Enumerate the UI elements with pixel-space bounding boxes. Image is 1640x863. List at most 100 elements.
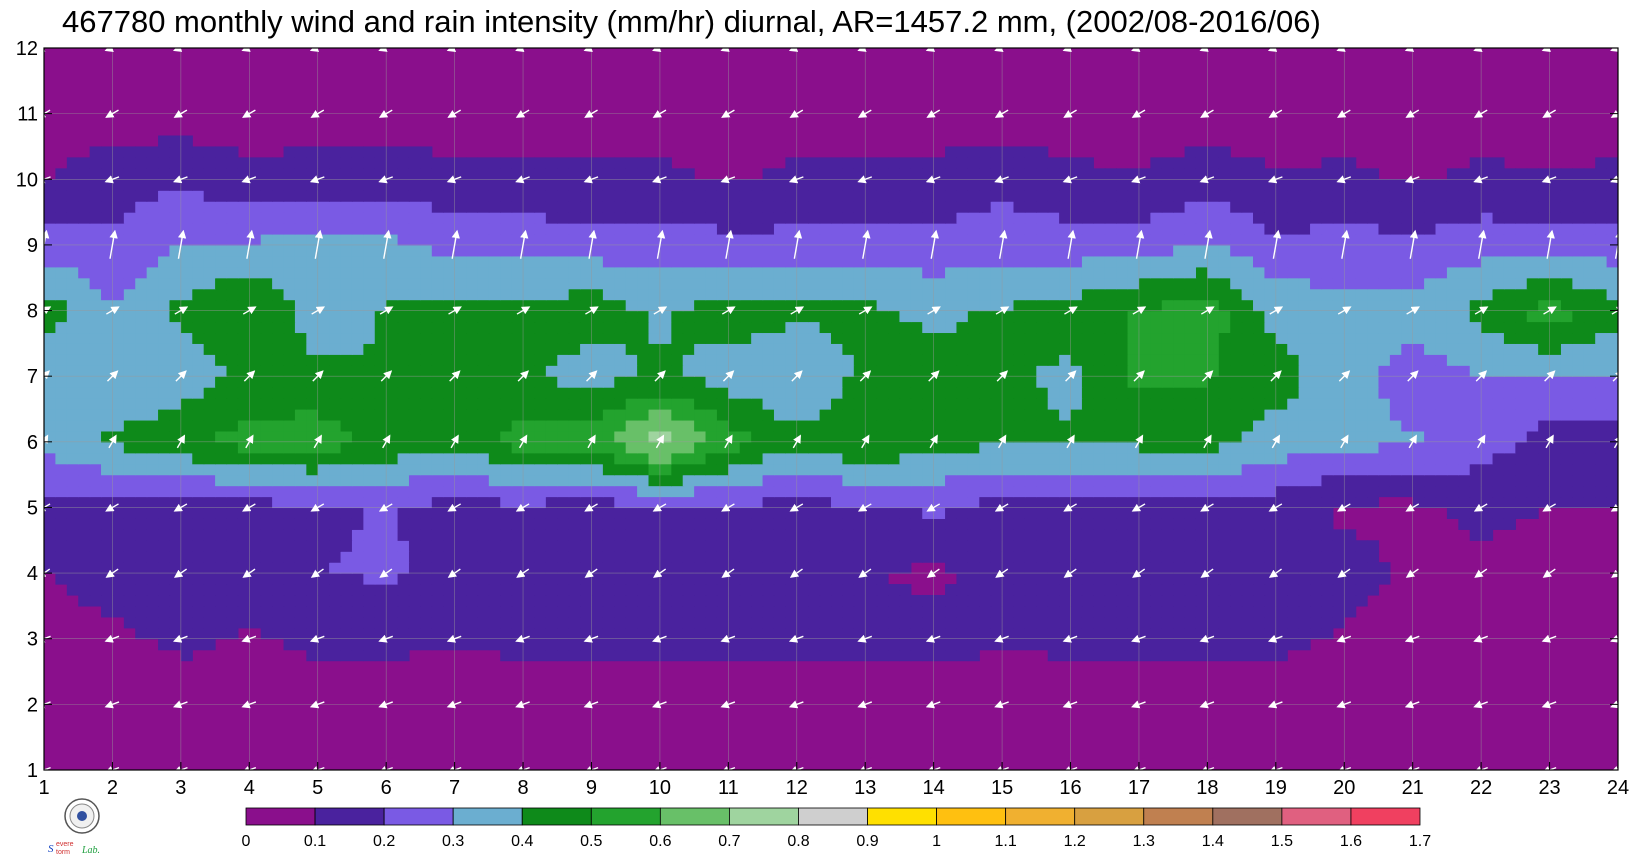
contour-cell xyxy=(203,551,216,563)
contour-cell xyxy=(1310,529,1323,541)
contour-cell xyxy=(568,277,581,290)
contour-cell xyxy=(215,365,228,377)
contour-cell xyxy=(922,463,935,476)
contour-cell xyxy=(1560,365,1573,377)
contour-cell xyxy=(842,365,855,377)
contour-cell xyxy=(865,452,878,465)
contour-cell xyxy=(78,376,91,388)
contour-cell xyxy=(1047,605,1060,618)
contour-cell xyxy=(44,365,57,377)
contour-cell xyxy=(1446,299,1459,312)
contour-cell xyxy=(78,277,91,290)
contour-cell xyxy=(135,594,148,607)
contour-cell xyxy=(192,343,205,355)
contour-cell xyxy=(945,365,958,377)
contour-cell xyxy=(112,233,125,246)
contour-cell xyxy=(705,518,718,530)
contour-cell xyxy=(933,605,946,618)
contour-cell xyxy=(1446,376,1459,388)
contour-cell xyxy=(819,277,832,290)
contour-cell xyxy=(1081,266,1094,279)
contour-cell xyxy=(831,616,844,629)
contour-cell xyxy=(1378,244,1391,257)
contour-cell xyxy=(146,616,159,629)
contour-cell xyxy=(1173,244,1186,257)
contour-cell xyxy=(192,255,205,268)
contour-cell xyxy=(1036,398,1049,410)
contour-cell xyxy=(614,299,627,312)
contour-cell xyxy=(466,255,479,268)
contour-cell xyxy=(1161,299,1174,312)
contour-cell xyxy=(1367,321,1380,334)
contour-cell xyxy=(694,485,707,498)
contour-cell xyxy=(272,321,285,334)
contour-cell xyxy=(44,223,57,235)
contour-cell xyxy=(1184,573,1197,585)
contour-cell xyxy=(306,507,319,519)
contour-cell xyxy=(819,398,832,410)
contour-cell xyxy=(808,244,821,257)
contour-cell xyxy=(1036,441,1049,454)
contour-cell xyxy=(477,562,490,574)
contour-cell xyxy=(135,430,148,443)
contour-cell xyxy=(534,463,547,476)
contour-cell xyxy=(329,605,342,618)
contour-cell xyxy=(557,485,570,498)
contour-cell xyxy=(751,605,764,618)
contour-cell xyxy=(260,540,273,552)
contour-cell xyxy=(1367,441,1380,454)
contour-cell xyxy=(1424,387,1437,399)
contour-cell xyxy=(66,452,79,465)
contour-cell xyxy=(1321,452,1334,465)
contour-cell xyxy=(705,310,718,323)
contour-cell xyxy=(249,584,262,596)
contour-cell xyxy=(1207,507,1220,519)
contour-cell xyxy=(169,376,182,388)
contour-cell xyxy=(135,584,148,596)
contour-cell xyxy=(1230,441,1243,454)
contour-cell xyxy=(682,463,695,476)
contour-cell xyxy=(831,594,844,607)
contour-cell xyxy=(488,584,501,596)
contour-cell xyxy=(842,540,855,552)
contour-cell xyxy=(1070,616,1083,629)
contour-cell xyxy=(648,529,661,541)
contour-cell xyxy=(534,507,547,519)
contour-cell xyxy=(169,540,182,552)
contour-cell xyxy=(1412,452,1425,465)
contour-cell xyxy=(203,343,216,355)
contour-cell xyxy=(488,627,501,640)
contour-cell xyxy=(1526,376,1539,388)
contour-cell xyxy=(1070,332,1083,344)
contour-cell xyxy=(488,430,501,443)
contour-cell xyxy=(169,452,182,465)
contour-cell xyxy=(773,255,786,268)
contour-cell xyxy=(1104,605,1117,618)
contour-cell xyxy=(728,310,741,323)
contour-cell xyxy=(443,332,456,344)
contour-cell xyxy=(523,409,536,421)
contour-cell xyxy=(500,266,513,279)
contour-cell xyxy=(272,409,285,421)
contour-cell xyxy=(1184,463,1197,476)
contour-cell xyxy=(1595,354,1608,366)
contour-cell xyxy=(1538,496,1551,509)
contour-cell xyxy=(431,551,444,563)
contour-cell xyxy=(1572,419,1585,432)
contour-cell xyxy=(1081,310,1094,323)
contour-cell xyxy=(180,277,193,290)
contour-cell xyxy=(180,452,193,465)
contour-cell xyxy=(705,496,718,509)
contour-cell xyxy=(454,529,467,541)
contour-cell xyxy=(454,387,467,399)
contour-cell xyxy=(1298,310,1311,323)
contour-cell xyxy=(979,233,992,246)
contour-cell xyxy=(819,354,832,366)
contour-cell xyxy=(260,430,273,443)
contour-cell xyxy=(1002,354,1015,366)
contour-cell xyxy=(808,441,821,454)
contour-cell xyxy=(1116,376,1129,388)
contour-cell xyxy=(511,518,524,530)
contour-cell xyxy=(591,474,604,487)
contour-cell xyxy=(260,365,273,377)
